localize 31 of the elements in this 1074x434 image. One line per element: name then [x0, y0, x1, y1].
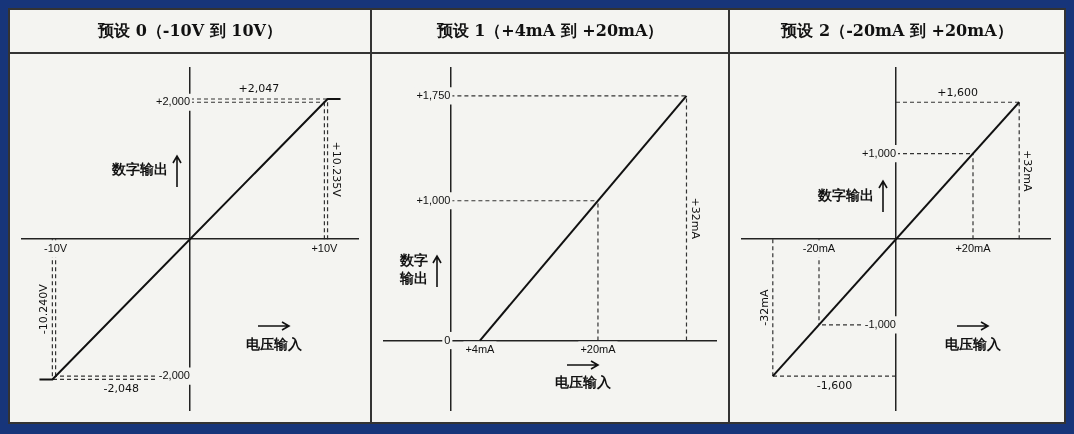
- chart-title: 预设 1（+4mA 到 +20mA）: [372, 10, 728, 54]
- ref-line-label: -1,600: [816, 378, 853, 392]
- x-tick-label: -20mA: [802, 241, 836, 254]
- x-axis-title: 电压输入: [555, 374, 613, 391]
- x-axis-title: 电压输入: [246, 335, 303, 352]
- ref-line-label: -10.240V: [37, 283, 51, 335]
- x-axis-title: 电压输入: [945, 335, 1002, 352]
- ref-line-label: +1,600: [937, 85, 978, 99]
- y-tick-label: +1,000: [416, 193, 451, 206]
- ref-line-label: +32mA: [1021, 149, 1035, 192]
- x-tick-label: +10V: [311, 241, 339, 254]
- y-tick-label: +1,000: [862, 146, 896, 159]
- ref-line-label: -2,048: [103, 381, 139, 395]
- y-axis-title: 数字输出: [111, 161, 168, 178]
- x-tick-label: +20mA: [955, 241, 992, 254]
- y-tick-label: +1,750: [416, 88, 451, 101]
- ref-line-label: +2,047: [238, 82, 280, 96]
- ref-line-label: -32mA: [757, 289, 771, 326]
- chart-title: 预设 2（-20mA 到 +20mA）: [730, 10, 1064, 54]
- ref-line-label: +10.235V: [329, 141, 343, 198]
- y-axis-title: 数字输出: [399, 252, 429, 287]
- x-tick-label: +20mA: [580, 343, 617, 356]
- y-tick-label: +2,000: [156, 95, 190, 108]
- y-tick-label: 0: [444, 333, 451, 346]
- chart-title: 预设 0（-10V 到 10V）: [10, 10, 370, 54]
- x-tick-label: -10V: [43, 241, 68, 254]
- y-axis-title: 数字输出: [817, 187, 874, 204]
- y-tick-label: -1,000: [864, 317, 896, 330]
- ref-line-label: +32mA: [688, 197, 702, 240]
- x-tick-label: +4mA: [465, 343, 496, 356]
- y-tick-label: -2,000: [158, 369, 190, 382]
